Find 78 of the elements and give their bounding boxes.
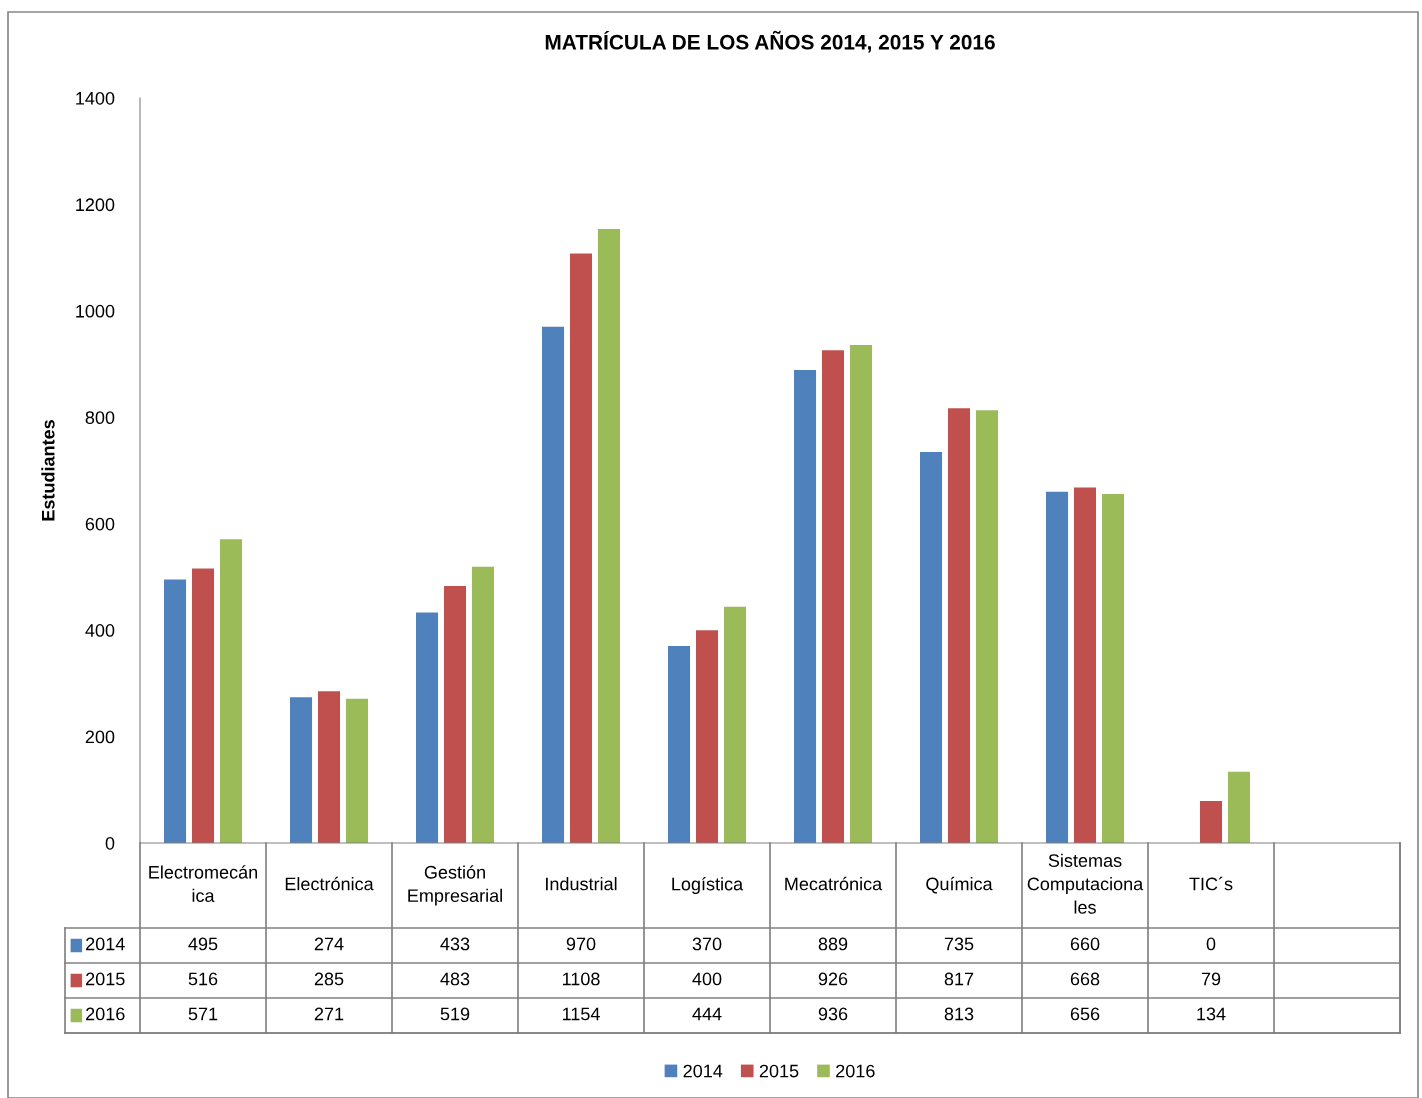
data-label: 936 xyxy=(818,1007,848,1021)
bar xyxy=(794,369,817,843)
bar xyxy=(1101,493,1124,843)
text: 2014 xyxy=(683,1064,723,1078)
bar xyxy=(290,697,313,843)
x-tick-label: Química xyxy=(926,876,993,894)
y-tick-label: 600 xyxy=(85,517,115,531)
data-label: 1108 xyxy=(562,972,600,986)
data-label: 285 xyxy=(314,972,344,986)
bar xyxy=(542,326,565,843)
data-label: 817 xyxy=(944,972,974,986)
y-tick-label: 1400 xyxy=(76,91,115,105)
bar xyxy=(1073,487,1097,843)
data-label: 134 xyxy=(1197,1007,1226,1021)
data-label: 79 xyxy=(1201,972,1221,986)
data-label: 370 xyxy=(692,937,722,951)
bar xyxy=(1199,800,1223,843)
data-label: 668 xyxy=(1070,972,1100,986)
text: 2016 xyxy=(836,1064,875,1078)
bar xyxy=(975,410,998,843)
bar xyxy=(821,350,845,843)
bar xyxy=(1227,771,1250,843)
data-label: 656 xyxy=(1070,1007,1100,1021)
x-tick-label: Mecatrónica xyxy=(785,876,883,891)
x-tick-label: Sistemas Computacionales xyxy=(1027,853,1144,914)
y-tick-label: 200 xyxy=(85,730,115,744)
data-label: 970 xyxy=(566,937,596,951)
data-label: 660 xyxy=(1070,937,1100,951)
y-tick-label: 400 xyxy=(85,624,115,637)
y-tick-label: 1000 xyxy=(76,304,115,318)
bar xyxy=(416,612,439,843)
data-label: 271 xyxy=(314,1007,344,1021)
x-tick-label: Electromecánica xyxy=(149,865,258,903)
data-label: 735 xyxy=(944,937,974,951)
bar xyxy=(723,606,746,843)
bar xyxy=(695,630,719,843)
bar xyxy=(164,579,187,843)
y-tick-label: 800 xyxy=(85,411,115,425)
data-label: 274 xyxy=(314,937,344,951)
x-tick-label: Electrónica xyxy=(285,876,374,891)
data-label: 889 xyxy=(818,937,848,951)
data-label: 519 xyxy=(440,1007,470,1021)
x-tick-label: Industrial xyxy=(546,877,617,891)
chart-title: MATRÍCULA DE LOS AÑOS 2014, 2015 Y 2016 xyxy=(545,30,995,53)
bar xyxy=(219,539,242,843)
text: 2015 xyxy=(759,1064,799,1078)
bar xyxy=(947,408,971,843)
y-tick-label: 1200 xyxy=(76,198,115,212)
bar xyxy=(471,566,494,843)
bar xyxy=(443,585,467,843)
data-label: 1154 xyxy=(562,1007,600,1021)
data-label: 0 xyxy=(1206,937,1216,951)
x-tick-label: Logística xyxy=(672,876,744,895)
x-tick-label: Gestión Empresarial xyxy=(408,865,502,906)
data-label: 516 xyxy=(188,972,218,986)
bar xyxy=(1046,491,1069,843)
data-label: 571 xyxy=(188,1007,218,1021)
bar xyxy=(668,646,691,843)
bar xyxy=(849,344,872,843)
bar xyxy=(191,568,215,843)
legend-label: 2014 xyxy=(86,937,125,951)
data-label: 495 xyxy=(188,937,218,951)
bar xyxy=(345,698,368,843)
data-label: 483 xyxy=(440,972,470,986)
legend-label: 2016 xyxy=(86,1007,125,1021)
y-tick-label: 0 xyxy=(105,836,115,850)
bar xyxy=(569,253,593,843)
data-label: 813 xyxy=(944,1007,974,1021)
y-axis-title: Estudiantes xyxy=(41,420,55,521)
bar xyxy=(597,228,620,843)
bar xyxy=(317,691,341,843)
data-label: 400 xyxy=(692,972,722,986)
legend-label: 2015 xyxy=(86,972,125,986)
x-tick-label: TIC´s xyxy=(1189,876,1233,891)
data-label: 433 xyxy=(440,937,470,951)
bar xyxy=(920,451,943,843)
data-label: 926 xyxy=(818,972,848,986)
data-label: 444 xyxy=(692,1007,722,1021)
